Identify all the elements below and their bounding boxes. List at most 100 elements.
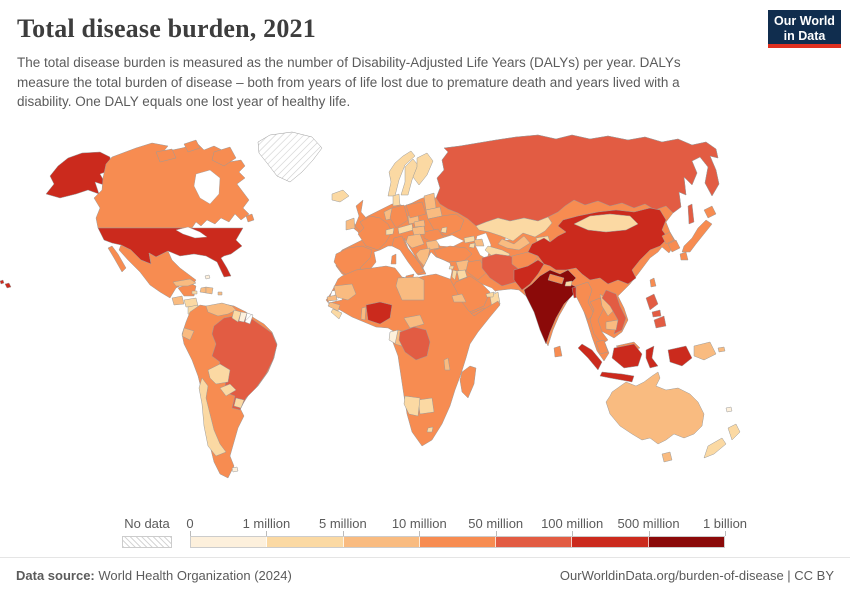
country-new-zealand-south[interactable]	[703, 437, 727, 459]
country-central-african-republic[interactable]	[403, 314, 425, 329]
country-indonesia-sulawesi[interactable]	[645, 345, 659, 369]
country-ecuador[interactable]	[181, 327, 195, 341]
country-north-korea[interactable]	[661, 231, 675, 245]
country-ireland[interactable]	[345, 217, 356, 231]
country-nepal[interactable]	[547, 273, 565, 285]
country-israel[interactable]	[451, 269, 458, 281]
country-hawaii[interactable]	[4, 282, 12, 289]
country-italy[interactable]	[391, 235, 425, 275]
country-armenia[interactable]	[468, 242, 476, 249]
footer-link[interactable]: OurWorldinData.org/burden-of-disease | C…	[559, 568, 834, 583]
country-papua-new-guinea[interactable]	[693, 341, 717, 361]
country-philippines-luzon[interactable]	[645, 293, 659, 311]
country-eritrea[interactable]	[451, 293, 467, 303]
country-balkans[interactable]	[405, 233, 425, 249]
country-dominican-republic[interactable]	[205, 286, 214, 295]
country-south-korea[interactable]	[667, 239, 681, 253]
country-namibia[interactable]	[403, 395, 421, 417]
country-greenland[interactable]	[257, 131, 323, 183]
country-haiti[interactable]	[199, 286, 207, 294]
country-bolivia[interactable]	[207, 363, 231, 385]
country-japan-honshu[interactable]	[681, 219, 713, 253]
country-switzerland[interactable]	[385, 227, 395, 236]
country-iceland[interactable]	[331, 189, 350, 203]
country-moldova[interactable]	[440, 226, 448, 234]
country-pakistan[interactable]	[513, 259, 545, 291]
country-sierra-leone[interactable]	[330, 308, 343, 320]
country-sakhalin[interactable]	[687, 203, 695, 225]
country-finland[interactable]	[412, 152, 434, 186]
country-bulgaria[interactable]	[425, 239, 440, 251]
country-philippines-mindanao[interactable]	[653, 315, 667, 329]
country-libya[interactable]	[395, 276, 425, 301]
country-china[interactable]	[527, 207, 669, 285]
country-dr-congo[interactable]	[398, 326, 431, 361]
country-kazakhstan[interactable]	[475, 216, 553, 242]
country-jamaica[interactable]	[191, 290, 198, 295]
country-canada-newfoundland[interactable]	[245, 213, 255, 223]
country-cambodia[interactable]	[605, 319, 619, 331]
country-paraguay[interactable]	[219, 383, 237, 397]
country-venezuela[interactable]	[205, 302, 237, 317]
country-bahamas[interactable]	[204, 274, 211, 280]
country-suriname[interactable]	[238, 311, 248, 323]
country-senegal[interactable]	[326, 294, 338, 302]
country-benin[interactable]	[360, 306, 367, 321]
country-canada-baffin[interactable]	[211, 146, 237, 167]
country-jordan[interactable]	[456, 269, 468, 281]
country-baltic-states[interactable]	[423, 192, 437, 211]
country-falkland-islands[interactable]	[231, 466, 239, 473]
owid-logo[interactable]: Our World in Data	[768, 10, 841, 48]
country-slovakia[interactable]	[413, 219, 426, 228]
country-indonesia-papua[interactable]	[667, 345, 693, 367]
country-australia[interactable]	[605, 371, 705, 445]
country-norway[interactable]	[387, 150, 416, 197]
country-madagascar[interactable]	[459, 365, 477, 399]
country-mexico-baja[interactable]	[107, 245, 127, 273]
country-canada-victoria[interactable]	[155, 148, 177, 163]
country-france[interactable]	[357, 215, 393, 251]
country-guatemala[interactable]	[171, 295, 185, 306]
country-malawi[interactable]	[443, 357, 451, 371]
country-french-guiana[interactable]	[244, 312, 254, 325]
country-uruguay[interactable]	[233, 397, 245, 409]
country-chile[interactable]	[198, 377, 227, 457]
country-guyana[interactable]	[231, 309, 242, 323]
country-new-britain[interactable]	[717, 346, 726, 353]
country-bhutan[interactable]	[564, 280, 573, 287]
country-germany[interactable]	[389, 204, 409, 229]
country-sri-lanka[interactable]	[553, 345, 563, 358]
legend-color-bar[interactable]	[190, 536, 725, 548]
country-philippines-visayas[interactable]	[651, 309, 662, 318]
country-fiji[interactable]	[725, 406, 733, 413]
country-uzbekistan[interactable]	[497, 235, 531, 251]
country-mongolia[interactable]	[573, 213, 639, 233]
country-nigeria[interactable]	[365, 301, 393, 325]
country-malaysia[interactable]	[595, 339, 609, 355]
country-botswana[interactable]	[417, 397, 435, 415]
country-turkey[interactable]	[433, 245, 473, 263]
country-cuba[interactable]	[172, 278, 197, 287]
country-indonesia-sumatra[interactable]	[577, 343, 603, 371]
country-hawaii2[interactable]	[0, 279, 5, 285]
iberia[interactable]	[333, 245, 373, 279]
country-cyprus[interactable]	[448, 265, 455, 270]
country-sweden[interactable]	[400, 158, 419, 196]
country-puerto-rico[interactable]	[217, 291, 223, 296]
country-indonesia-borneo[interactable]	[611, 343, 643, 369]
country-tasmania[interactable]	[661, 451, 673, 463]
country-indonesia-java[interactable]	[599, 371, 635, 383]
country-denmark[interactable]	[392, 193, 401, 207]
country-lesotho[interactable]	[426, 426, 434, 433]
country-taiwan[interactable]	[649, 277, 657, 288]
country-canada-island[interactable]	[183, 139, 201, 153]
country-vietnam[interactable]	[601, 289, 627, 335]
country-azerbaijan[interactable]	[473, 238, 485, 247]
legend-no-data-swatch[interactable]	[122, 536, 172, 548]
country-greece[interactable]	[415, 247, 431, 267]
country-uae[interactable]	[485, 291, 495, 298]
country-new-zealand-north[interactable]	[727, 423, 741, 441]
country-poland[interactable]	[405, 201, 427, 219]
country-japan-kyushu[interactable]	[679, 251, 689, 261]
country-japan-hokkaido[interactable]	[703, 205, 717, 219]
